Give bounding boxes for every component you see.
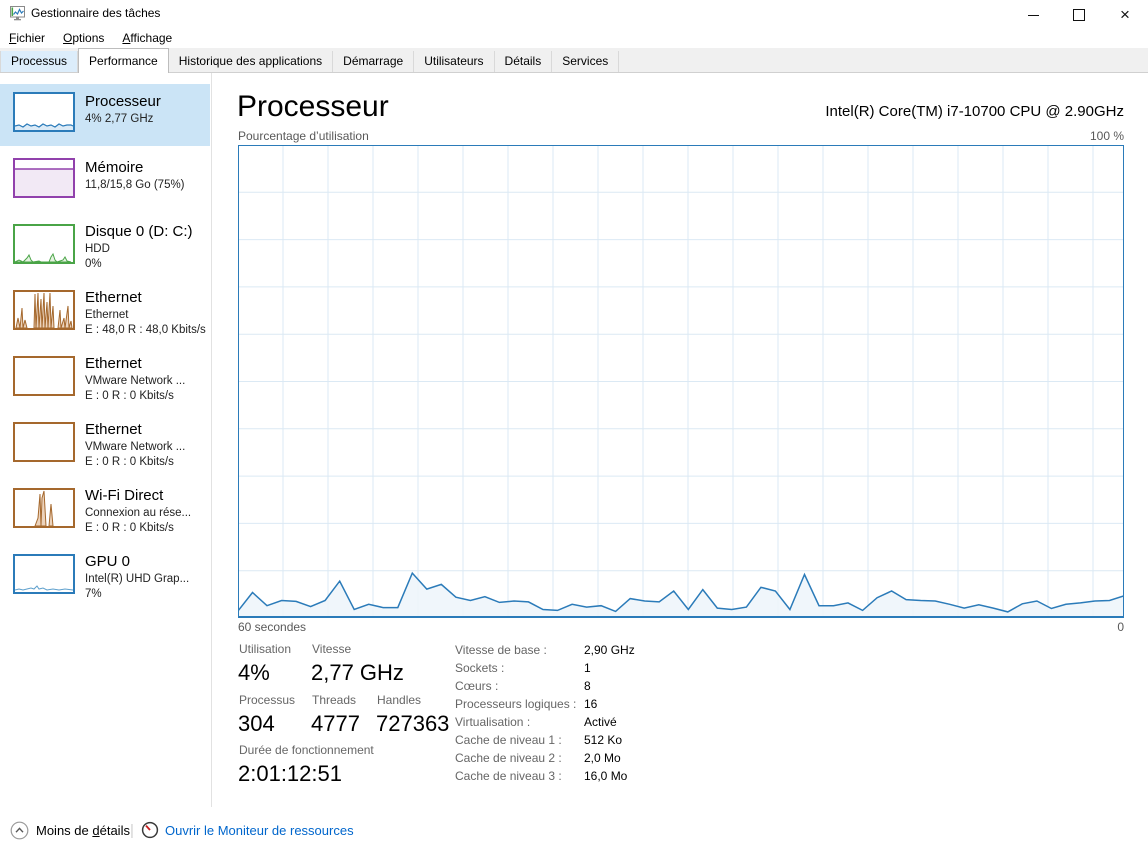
sidebar-item-ethernet-2[interactable]: Ethernet VMware Network ... E : 0 R : 0 … xyxy=(0,348,210,410)
tab-details[interactable]: Détails xyxy=(494,51,553,72)
sidebar-item-memoire[interactable]: Mémoire 11,8/15,8 Go (75%) xyxy=(0,150,210,212)
tab-utilisateurs[interactable]: Utilisateurs xyxy=(414,51,495,72)
processus-label: Processus xyxy=(239,693,296,707)
ethernet-mini-graph-icon xyxy=(13,422,75,462)
sidebar-item-ethernet-3[interactable]: Ethernet VMware Network ... E : 0 R : 0 … xyxy=(0,414,210,476)
detail-value: 2,0 Mo xyxy=(584,751,621,765)
detail-value: 8 xyxy=(584,679,591,693)
menu-affichage[interactable]: Affichage xyxy=(122,30,173,45)
maximize-icon[interactable] xyxy=(1056,0,1102,30)
tab-processus[interactable]: Processus xyxy=(0,51,79,72)
ethernet-mini-graph-icon xyxy=(13,356,75,396)
less-details-button[interactable]: Moins de détails xyxy=(10,821,130,840)
utilisation-value: 4% xyxy=(238,660,270,685)
performance-sidebar: Processeur 4% 2,77 GHz Mémoire 11,8/15,8… xyxy=(0,73,212,807)
uptime-label: Durée de fonctionnement xyxy=(239,743,374,757)
detail-label: Cache de niveau 1 : xyxy=(455,733,562,747)
status-bar: Moins de détails | Ouvrir le Moniteur de… xyxy=(0,810,1148,852)
vitesse-value: 2,77 GHz xyxy=(311,660,404,685)
detail-label: Cache de niveau 3 : xyxy=(455,769,562,783)
page-title: Processeur xyxy=(237,90,389,123)
handles-value: 727363 xyxy=(376,711,450,736)
window-controls: × xyxy=(1010,0,1148,30)
window-title: Gestionnaire des tâches xyxy=(31,6,161,20)
vitesse-label: Vitesse xyxy=(312,642,352,656)
cpu-usage-chart[interactable] xyxy=(237,145,1125,618)
sidebar-item-wifi-direct[interactable]: Wi-Fi Direct Connexion au rése... E : 0 … xyxy=(0,480,210,542)
minimize-icon[interactable] xyxy=(1010,0,1056,30)
threads-value: 4777 xyxy=(311,711,360,736)
tab-historique-applications[interactable]: Historique des applications xyxy=(168,51,334,72)
task-manager-app-icon xyxy=(10,6,25,21)
tab-demarrage[interactable]: Démarrage xyxy=(333,51,415,72)
wifi-mini-graph-icon xyxy=(13,488,75,528)
threads-label: Threads xyxy=(312,693,357,707)
detail-value: 2,90 GHz xyxy=(584,643,635,657)
resource-monitor-label: Ouvrir le Moniteur de ressources xyxy=(165,822,354,838)
tab-strip: Processus Performance Historique des app… xyxy=(0,48,1148,73)
handles-label: Handles xyxy=(377,693,422,707)
detail-value: 512 Ko xyxy=(584,733,623,747)
detail-label: Processeurs logiques : xyxy=(455,697,577,711)
cpu-model-name: Intel(R) Core(TM) i7-10700 CPU @ 2.90GHz xyxy=(825,103,1124,120)
uptime-value: 2:01:12:51 xyxy=(238,761,342,786)
gpu-mini-graph-icon xyxy=(13,554,75,594)
chart-ymax-label: 100 % xyxy=(1089,129,1124,143)
chart-ylabel: Pourcentage d’utilisation xyxy=(238,129,369,143)
tab-performance[interactable]: Performance xyxy=(78,48,169,73)
chevron-up-circle-icon xyxy=(10,821,29,840)
detail-value: Activé xyxy=(584,715,617,729)
chart-xmin-label: 0 xyxy=(1117,620,1124,634)
menu-bar: Fichier Options Affichage xyxy=(0,27,1148,48)
disk-mini-graph-icon xyxy=(13,224,75,264)
detail-value: 16,0 Mo xyxy=(584,769,628,783)
footer-divider: | xyxy=(130,822,134,839)
ethernet-mini-graph-icon xyxy=(13,290,75,330)
close-icon[interactable]: × xyxy=(1102,0,1148,30)
sidebar-item-ethernet-1[interactable]: Ethernet Ethernet E : 48,0 R : 48,0 Kbit… xyxy=(0,282,210,344)
sidebar-item-processeur[interactable]: Processeur 4% 2,77 GHz xyxy=(0,84,210,146)
menu-options[interactable]: Options xyxy=(63,30,105,45)
chart-xmax-label: 60 secondes xyxy=(238,620,307,634)
memory-mini-graph-icon xyxy=(13,158,75,198)
open-resource-monitor-link[interactable]: Ouvrir le Moniteur de ressources xyxy=(141,821,354,839)
cpu-chart-canvas xyxy=(237,145,1125,618)
sidebar-item-gpu-0[interactable]: GPU 0 Intel(R) UHD Grap... 7% xyxy=(0,546,210,608)
sidebar-item-disque-0[interactable]: Disque 0 (D: C:) HDD 0% xyxy=(0,216,210,278)
processus-value: 304 xyxy=(238,711,275,736)
detail-label: Cœurs : xyxy=(455,679,499,693)
less-details-label: Moins de détails xyxy=(36,823,130,838)
cpu-mini-graph-icon xyxy=(13,92,75,132)
menu-fichier[interactable]: Fichier xyxy=(9,30,46,45)
title-bar: Gestionnaire des tâches × xyxy=(0,0,1148,30)
tab-services[interactable]: Services xyxy=(552,51,620,72)
detail-value: 16 xyxy=(584,697,598,711)
gauge-icon xyxy=(141,821,159,839)
detail-value: 1 xyxy=(584,661,591,675)
utilisation-label: Utilisation xyxy=(239,642,292,656)
detail-label: Sockets : xyxy=(455,661,505,675)
detail-label: Vitesse de base : xyxy=(455,643,547,657)
detail-label: Cache de niveau 2 : xyxy=(455,751,562,765)
detail-label: Virtualisation : xyxy=(455,715,531,729)
